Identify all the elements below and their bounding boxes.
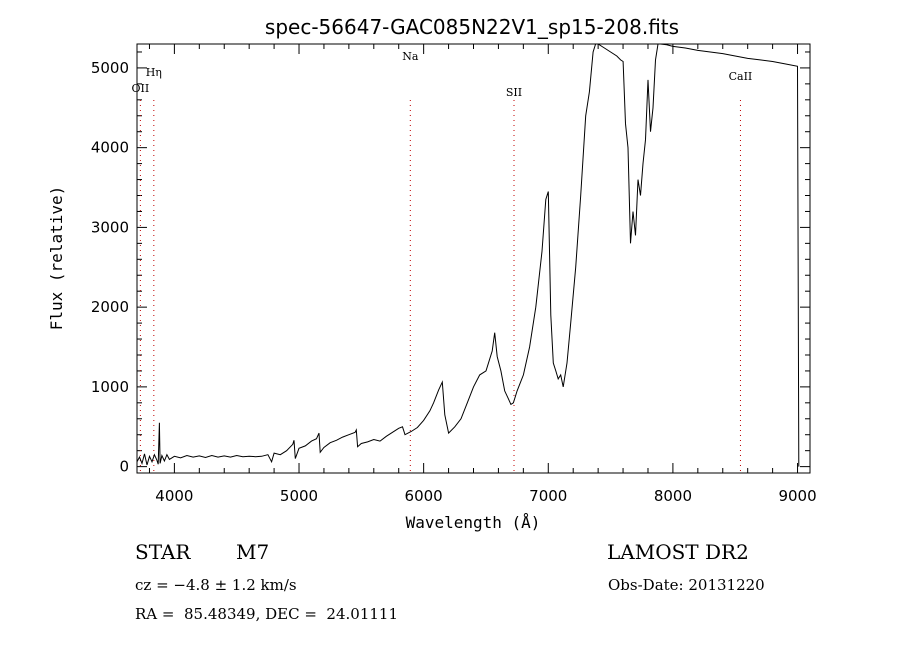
x-axis-title: Wavelength (Å) [406,513,541,532]
y-tick-label: 1000 [91,378,129,396]
observation-date: Obs-Date: 20131220 [608,576,765,594]
sky-coordinates: RA = 85.48349, DEC = 24.01111 [135,605,399,623]
line-marker-label: CaII [729,70,753,83]
x-tick-label: 9000 [778,487,816,505]
y-axis-title: Flux (relative) [47,186,66,331]
redshift-velocity: cz = −4.8 ± 1.2 km/s [135,576,297,594]
emission-line-markers: OII Hη Na SII CaII [132,50,753,473]
survey-name: LAMOST DR2 [607,540,749,564]
line-marker-label: OII [132,82,150,95]
y-tick-label: 0 [119,458,129,476]
y-tick-label: 2000 [91,298,129,316]
y-axis: 0 1000 2000 3000 4000 5000 [91,51,810,476]
line-marker-label: Hη [146,66,162,79]
x-tick-label: 4000 [155,487,193,505]
line-marker-label: SII [506,86,522,99]
line-marker-label: Na [402,50,419,63]
x-tick-label: 8000 [654,487,692,505]
y-tick-label: 3000 [91,218,129,236]
x-tick-label: 5000 [280,487,318,505]
chart-title: spec-56647-GAC085N22V1_sp15-208.fits [265,15,679,39]
plot-frame [136,43,811,474]
spectrum-line [136,43,800,467]
y-tick-label: 5000 [91,59,129,77]
y-tick-label: 4000 [91,139,129,157]
object-type: STAR [135,540,191,564]
x-tick-label: 6000 [405,487,443,505]
object-subclass: M7 [236,540,270,564]
x-tick-label: 7000 [529,487,567,505]
x-axis: 4000 5000 6000 7000 8000 9000 [148,44,817,505]
